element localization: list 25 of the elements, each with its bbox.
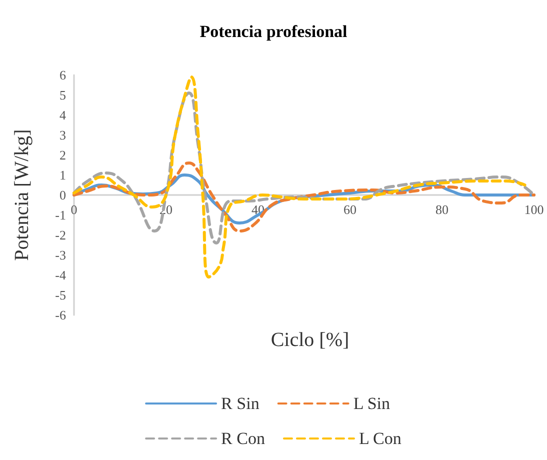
- y-tick-label: -1: [55, 208, 66, 222]
- y-axis-title: Potencia [W/kg]: [11, 129, 33, 261]
- y-tick-label: -6: [55, 308, 66, 322]
- legend-label: L Sin: [353, 394, 390, 413]
- y-tick-label: -3: [55, 248, 66, 262]
- x-axis-title: Ciclo [%]: [270, 329, 350, 351]
- chart-title: Potencia profesional: [200, 22, 348, 41]
- y-tick-label: 4: [60, 108, 66, 122]
- legend-label: R Con: [221, 429, 266, 448]
- line-series: [72, 76, 526, 278]
- legend-label: L Con: [358, 429, 402, 448]
- y-tick-label: 6: [60, 68, 66, 82]
- y-tick-label: -4: [55, 268, 66, 282]
- y-tick-label: -5: [55, 288, 66, 302]
- y-tick-label: 5: [60, 88, 66, 102]
- y-tick-label: 3: [60, 128, 66, 142]
- y-tick-label: -2: [55, 228, 66, 242]
- x-tick-label: 100: [524, 202, 544, 217]
- x-tick-label: 0: [70, 202, 78, 217]
- x-tick-label: 80: [436, 202, 448, 217]
- y-tick-label: 0: [60, 188, 66, 202]
- y-tick-label: 2: [60, 148, 66, 162]
- x-tick-label: 60: [344, 202, 356, 217]
- legend-label: R Sin: [221, 394, 260, 413]
- y-tick-label: 1: [60, 168, 66, 182]
